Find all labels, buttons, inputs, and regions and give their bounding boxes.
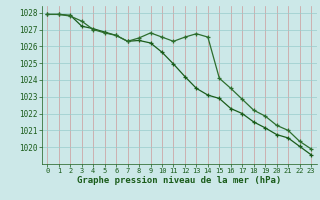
X-axis label: Graphe pression niveau de la mer (hPa): Graphe pression niveau de la mer (hPa) <box>77 176 281 185</box>
